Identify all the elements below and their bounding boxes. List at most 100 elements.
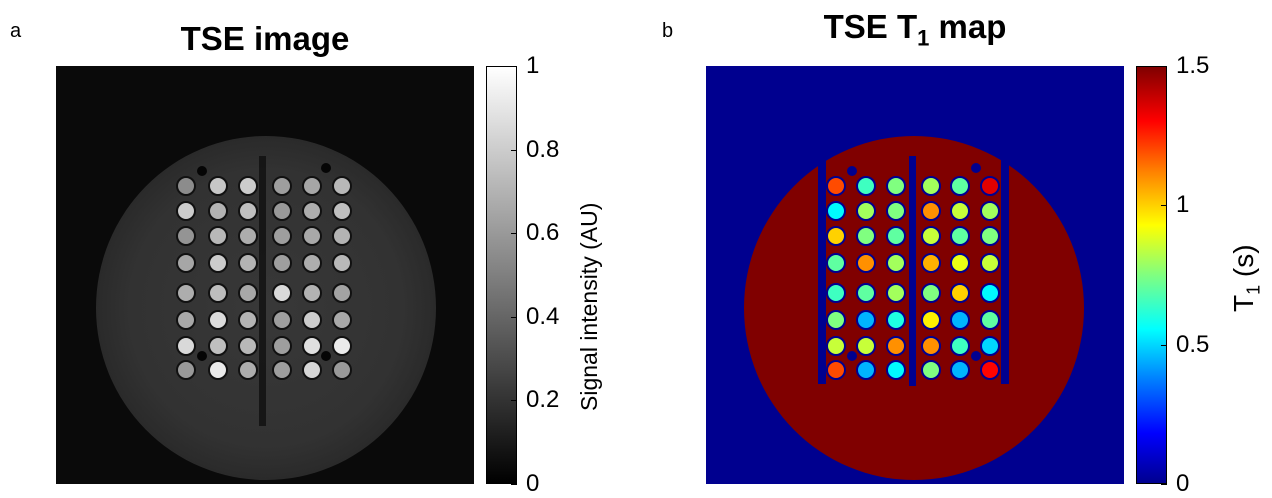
vial-gray bbox=[272, 283, 292, 303]
vial-t1 bbox=[886, 283, 906, 303]
t1-colorbar bbox=[1136, 66, 1167, 484]
signal-tickmark bbox=[511, 400, 517, 401]
vial-gray bbox=[238, 253, 258, 273]
t1-tickmark bbox=[1161, 205, 1167, 206]
marker-dot bbox=[321, 163, 331, 173]
marker-dot bbox=[847, 351, 857, 361]
vial-t1 bbox=[921, 176, 941, 196]
vial-t1 bbox=[950, 226, 970, 246]
vial-t1 bbox=[886, 336, 906, 356]
vial-gray bbox=[302, 176, 322, 196]
vial-t1 bbox=[950, 201, 970, 221]
panel-a-title: TSE image bbox=[180, 20, 350, 57]
signal-tick-label: 1 bbox=[526, 52, 540, 79]
vial-gray bbox=[332, 336, 352, 356]
t1-colorbar-label: T1 (s) bbox=[1228, 244, 1265, 312]
signal-colorbar bbox=[486, 66, 517, 484]
vial-gray bbox=[302, 226, 322, 246]
vial-t1 bbox=[826, 253, 846, 273]
marker-dot bbox=[321, 351, 331, 361]
vial-t1 bbox=[980, 226, 1000, 246]
vial-t1 bbox=[856, 283, 876, 303]
vial-t1 bbox=[921, 310, 941, 330]
vial-gray bbox=[272, 253, 292, 273]
panel-b-title-main: TSE T bbox=[823, 8, 918, 45]
vial-gray bbox=[176, 360, 196, 380]
tse-image bbox=[56, 66, 474, 484]
signal-tickmark bbox=[511, 317, 517, 318]
vial-t1 bbox=[886, 201, 906, 221]
vial-t1 bbox=[950, 336, 970, 356]
vial-t1 bbox=[921, 226, 941, 246]
t1-label-sub: 1 bbox=[1243, 284, 1264, 295]
t1-tickmark bbox=[1161, 484, 1167, 485]
vial-gray bbox=[332, 310, 352, 330]
vial-gray bbox=[332, 201, 352, 221]
vial-t1 bbox=[826, 226, 846, 246]
vial-gray bbox=[176, 253, 196, 273]
vial-t1 bbox=[980, 336, 1000, 356]
vial-gray bbox=[208, 253, 228, 273]
vial-gray bbox=[272, 201, 292, 221]
vial-gray bbox=[302, 336, 322, 356]
vial-gray bbox=[208, 310, 228, 330]
vial-t1 bbox=[921, 336, 941, 356]
vial-t1 bbox=[921, 201, 941, 221]
vial-gray bbox=[302, 253, 322, 273]
vial-t1 bbox=[886, 253, 906, 273]
vial-t1 bbox=[856, 360, 876, 380]
panel-b-letter: b bbox=[662, 20, 674, 42]
vial-gray bbox=[176, 226, 196, 246]
vial-t1 bbox=[826, 310, 846, 330]
vial-gray bbox=[272, 226, 292, 246]
vial-gray bbox=[238, 176, 258, 196]
vial-gray bbox=[238, 360, 258, 380]
signal-tickmark bbox=[511, 484, 517, 485]
vial-gray bbox=[238, 336, 258, 356]
vial-t1 bbox=[921, 360, 941, 380]
vial-t1 bbox=[980, 283, 1000, 303]
vial-t1 bbox=[886, 310, 906, 330]
vial-t1 bbox=[980, 360, 1000, 380]
vial-gray bbox=[272, 336, 292, 356]
vial-t1 bbox=[950, 253, 970, 273]
vial-t1 bbox=[886, 176, 906, 196]
panel-b-title: TSE T1 map bbox=[706, 8, 1124, 52]
vial-gray bbox=[238, 201, 258, 221]
vial-t1 bbox=[856, 201, 876, 221]
signal-tickmark bbox=[511, 233, 517, 234]
vial-gray bbox=[208, 283, 228, 303]
signal-tick-label: 0.2 bbox=[526, 386, 560, 413]
panel-b-title-sub: 1 bbox=[917, 25, 930, 51]
t1-tick-label: 1 bbox=[1176, 191, 1190, 218]
marker-dot bbox=[971, 351, 981, 361]
t1-tick-label: 0.5 bbox=[1176, 331, 1210, 358]
vial-t1 bbox=[856, 253, 876, 273]
vial-t1 bbox=[826, 283, 846, 303]
t1-tick-label: 0 bbox=[1176, 470, 1190, 497]
vial-t1 bbox=[950, 360, 970, 380]
vial-t1 bbox=[826, 176, 846, 196]
vial-gray bbox=[332, 360, 352, 380]
t1-tickmark bbox=[1161, 345, 1167, 346]
vial-gray bbox=[302, 283, 322, 303]
vial-gray bbox=[208, 176, 228, 196]
vial-gray bbox=[238, 283, 258, 303]
vial-t1 bbox=[856, 226, 876, 246]
vial-gray bbox=[238, 226, 258, 246]
vial-gray bbox=[332, 253, 352, 273]
vial-t1 bbox=[856, 336, 876, 356]
vial-t1 bbox=[950, 310, 970, 330]
vial-gray bbox=[208, 226, 228, 246]
vial-gray bbox=[176, 310, 196, 330]
vial-t1 bbox=[921, 253, 941, 273]
vial-t1 bbox=[826, 360, 846, 380]
t1-label-rest: (s) bbox=[1228, 244, 1259, 285]
vial-t1 bbox=[886, 226, 906, 246]
vial-gray bbox=[176, 201, 196, 221]
vial-gray bbox=[332, 226, 352, 246]
vial-t1 bbox=[921, 283, 941, 303]
panel-b-title-rest: map bbox=[929, 8, 1007, 45]
vial-t1 bbox=[886, 360, 906, 380]
signal-colorbar-label: Signal intensity (AU) bbox=[576, 202, 602, 411]
